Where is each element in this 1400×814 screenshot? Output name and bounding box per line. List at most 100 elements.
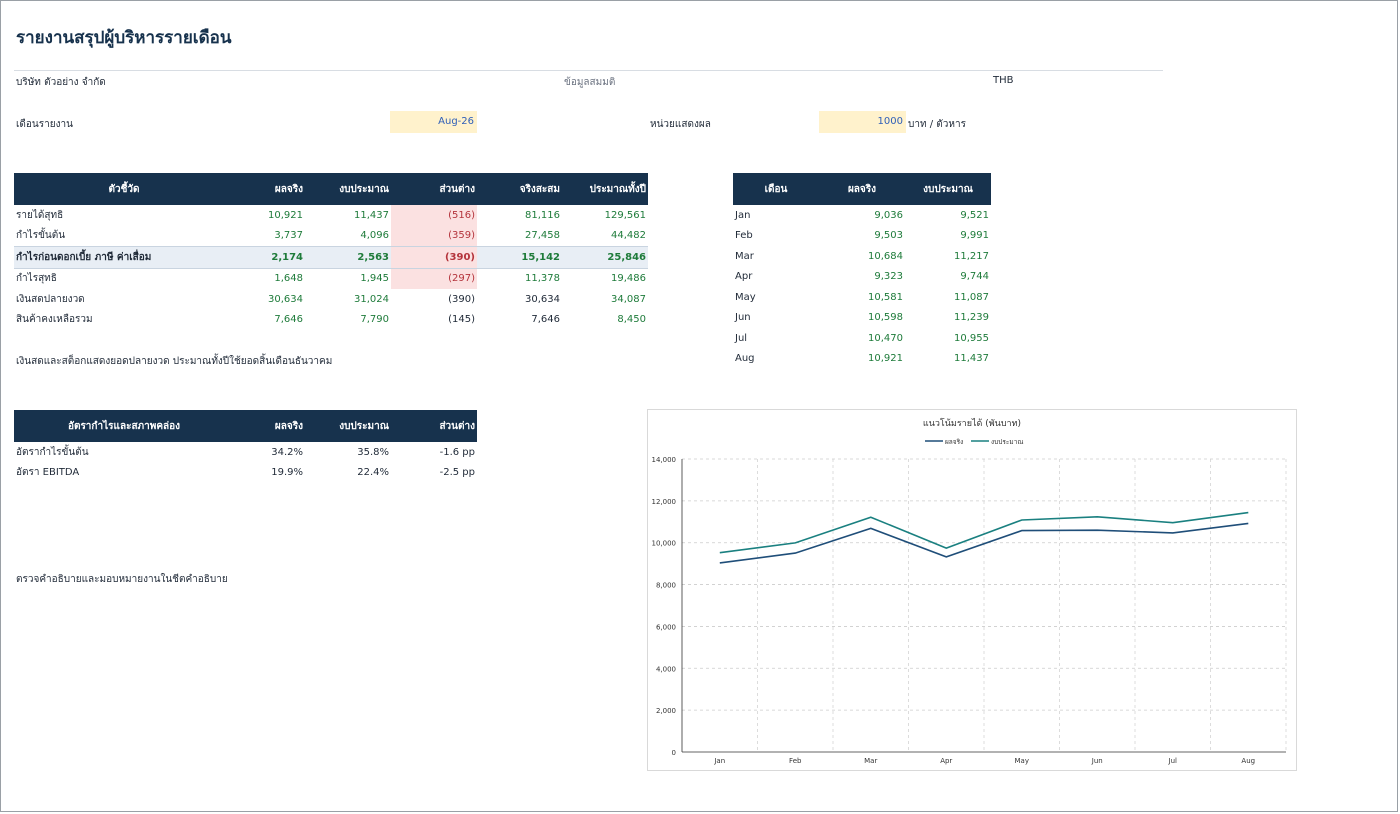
table-row-highlight: กำไรก่อนดอกเบี้ย ภาษี ค่าเสื่อม 2,174 2,… [14,246,648,269]
actual-cell[interactable]: 10,470 [868,332,903,344]
budget-cell[interactable]: 11,239 [954,312,989,324]
variance-cell[interactable]: (359) [391,225,477,247]
budget-cell[interactable]: 11,437 [954,353,989,365]
legend-label: งบประมาณ [991,438,1023,446]
ytd-cell[interactable]: 7,646 [531,314,560,326]
actual-cell[interactable]: 1,648 [274,273,303,285]
table-row: Aug 10,921 11,437 [733,349,991,370]
report-month-input[interactable]: Aug-26 [390,111,477,133]
budget-cell[interactable]: 9,991 [960,230,989,242]
chart-gridlines [682,458,1287,752]
actual-cell[interactable]: 7,646 [274,314,303,326]
ratios-table: อัตรากำไรและสภาพคล่อง ผลจริง งบประมาณ ส่… [14,410,477,483]
ytd-cell[interactable]: 27,458 [525,230,560,242]
kpi-header-variance: ส่วนต่าง [391,173,477,205]
ratio-name[interactable]: อัตรากำไรขั้นต้น [16,446,89,458]
metric-name[interactable]: เงินสดปลายงวด [16,293,85,305]
variance-cell[interactable]: (390) [391,246,477,269]
budget-cell[interactable]: 11,217 [954,250,989,262]
month-cell[interactable]: Jul [735,332,748,344]
variance-cell[interactable]: -2.5 pp [439,467,475,479]
actual-cell[interactable]: 9,323 [874,271,903,283]
full-year-cell[interactable]: 44,482 [611,230,646,242]
full-year-cell[interactable]: 34,087 [611,293,646,305]
ytd-cell[interactable]: 81,116 [525,209,560,221]
company-name: บริษัท ตัวอย่าง จำกัด [16,77,106,88]
y-tick-label: 6,000 [656,623,676,631]
budget-cell[interactable]: 9,744 [960,271,989,283]
revenue-trend-chart[interactable]: แนวโน้มรายได้ (พันบาท) ผลจริง งบประมาณ 0 2… [647,409,1297,771]
budget-cell[interactable]: 22.4% [357,467,389,479]
month-cell[interactable]: May [735,291,756,303]
table-row: Jun 10,598 11,239 [733,308,991,329]
kpi-header-full-year: ประมาณทั้งปี [562,173,648,205]
series-line-budget [719,511,1249,554]
y-tick-label: 4,000 [656,665,676,673]
budget-cell[interactable]: 11,087 [954,291,989,303]
actual-cell[interactable]: 30,634 [268,293,303,305]
actual-cell[interactable]: 3,737 [274,230,303,242]
kpi-header-budget: งบประมาณ [305,173,391,205]
month-cell[interactable]: Mar [735,250,754,262]
kpi-header-row: ตัวชี้วัด ผลจริง งบประมาณ ส่วนต่าง จริงส… [14,173,648,205]
metric-name[interactable]: รายได้สุทธิ [16,209,64,221]
variance-cell[interactable]: (390) [448,293,475,305]
divider [14,70,1163,71]
month-cell[interactable]: Feb [735,230,753,242]
month-cell[interactable]: Jan [735,209,751,221]
metric-name[interactable]: กำไรขั้นต้น [16,230,66,242]
actual-cell[interactable]: 10,581 [868,291,903,303]
actual-cell[interactable]: 10,921 [268,209,303,221]
actual-cell[interactable]: 10,598 [868,312,903,324]
display-unit-label: หน่วยแสดงผล [650,119,711,130]
chart-axes: 0 2,000 4,000 6,000 8,000 10,000 12,000 14,000 J… [652,456,1286,765]
actual-cell[interactable]: 34.2% [271,446,303,458]
y-tick-label: 8,000 [656,582,676,590]
budget-cell[interactable]: 7,790 [360,314,389,326]
variance-cell[interactable]: (297) [391,268,477,289]
chart-title: แนวโน้มรายได้ (พันบาท) [923,418,1021,429]
budget-cell[interactable]: 35.8% [357,446,389,458]
ratio-name[interactable]: อัตรา EBITDA [16,467,80,479]
month-cell[interactable]: Aug [735,353,755,365]
display-unit-input[interactable]: 1000 [819,111,906,133]
budget-cell[interactable]: 10,955 [954,332,989,344]
actual-cell[interactable]: 2,174 [234,246,305,269]
actual-cell[interactable]: 9,036 [874,209,903,221]
table-row: Feb 9,503 9,991 [733,226,991,247]
metric-name[interactable]: กำไรสุทธิ [16,273,57,285]
chart-legend: ผลจริง งบประมาณ [925,438,1023,446]
budget-cell[interactable]: 2,563 [305,246,391,269]
kpi-table: ตัวชี้วัด ผลจริง งบประมาณ ส่วนต่าง จริงส… [14,173,648,330]
variance-cell[interactable]: (516) [391,205,477,226]
ytd-cell[interactable]: 30,634 [525,293,560,305]
monthly-header-row: เดือน ผลจริง งบประมาณ [733,173,991,205]
metric-name[interactable]: สินค้าคงเหลือรวม [16,314,93,326]
budget-cell[interactable]: 31,024 [354,293,389,305]
full-year-cell[interactable]: 129,561 [604,209,646,221]
month-cell[interactable]: Apr [735,271,753,283]
ytd-cell[interactable]: 11,378 [525,273,560,285]
metric-name[interactable]: กำไรก่อนดอกเบี้ย ภาษี ค่าเสื่อม [14,246,234,269]
variance-cell[interactable]: (145) [448,314,475,326]
budget-cell[interactable]: 4,096 [360,230,389,242]
budget-cell[interactable]: 11,437 [354,209,389,221]
full-year-cell[interactable]: 19,486 [611,273,646,285]
x-tick-label: Apr [940,757,952,765]
full-year-cell[interactable]: 8,450 [617,314,646,326]
actual-cell[interactable]: 10,684 [868,250,903,262]
month-cell[interactable]: Jun [735,312,751,324]
full-year-cell[interactable]: 25,846 [562,246,648,269]
actual-cell[interactable]: 10,921 [868,353,903,365]
actual-cell[interactable]: 9,503 [874,230,903,242]
commentary-note: ตรวจคำอธิบายและมอบหมายงานในชีตคำอธิบาย [16,574,228,585]
ytd-cell[interactable]: 15,142 [477,246,562,269]
variance-cell[interactable]: -1.6 pp [439,446,475,458]
monthly-header-month: เดือน [733,173,819,205]
y-tick-label: 0 [672,749,676,757]
budget-cell[interactable]: 1,945 [360,273,389,285]
budget-cell[interactable]: 9,521 [960,209,989,221]
x-tick-label: Jan [713,757,725,765]
table-row: กำไรสุทธิ 1,648 1,945 (297) 11,378 19,48… [14,268,648,289]
actual-cell[interactable]: 19.9% [271,467,303,479]
